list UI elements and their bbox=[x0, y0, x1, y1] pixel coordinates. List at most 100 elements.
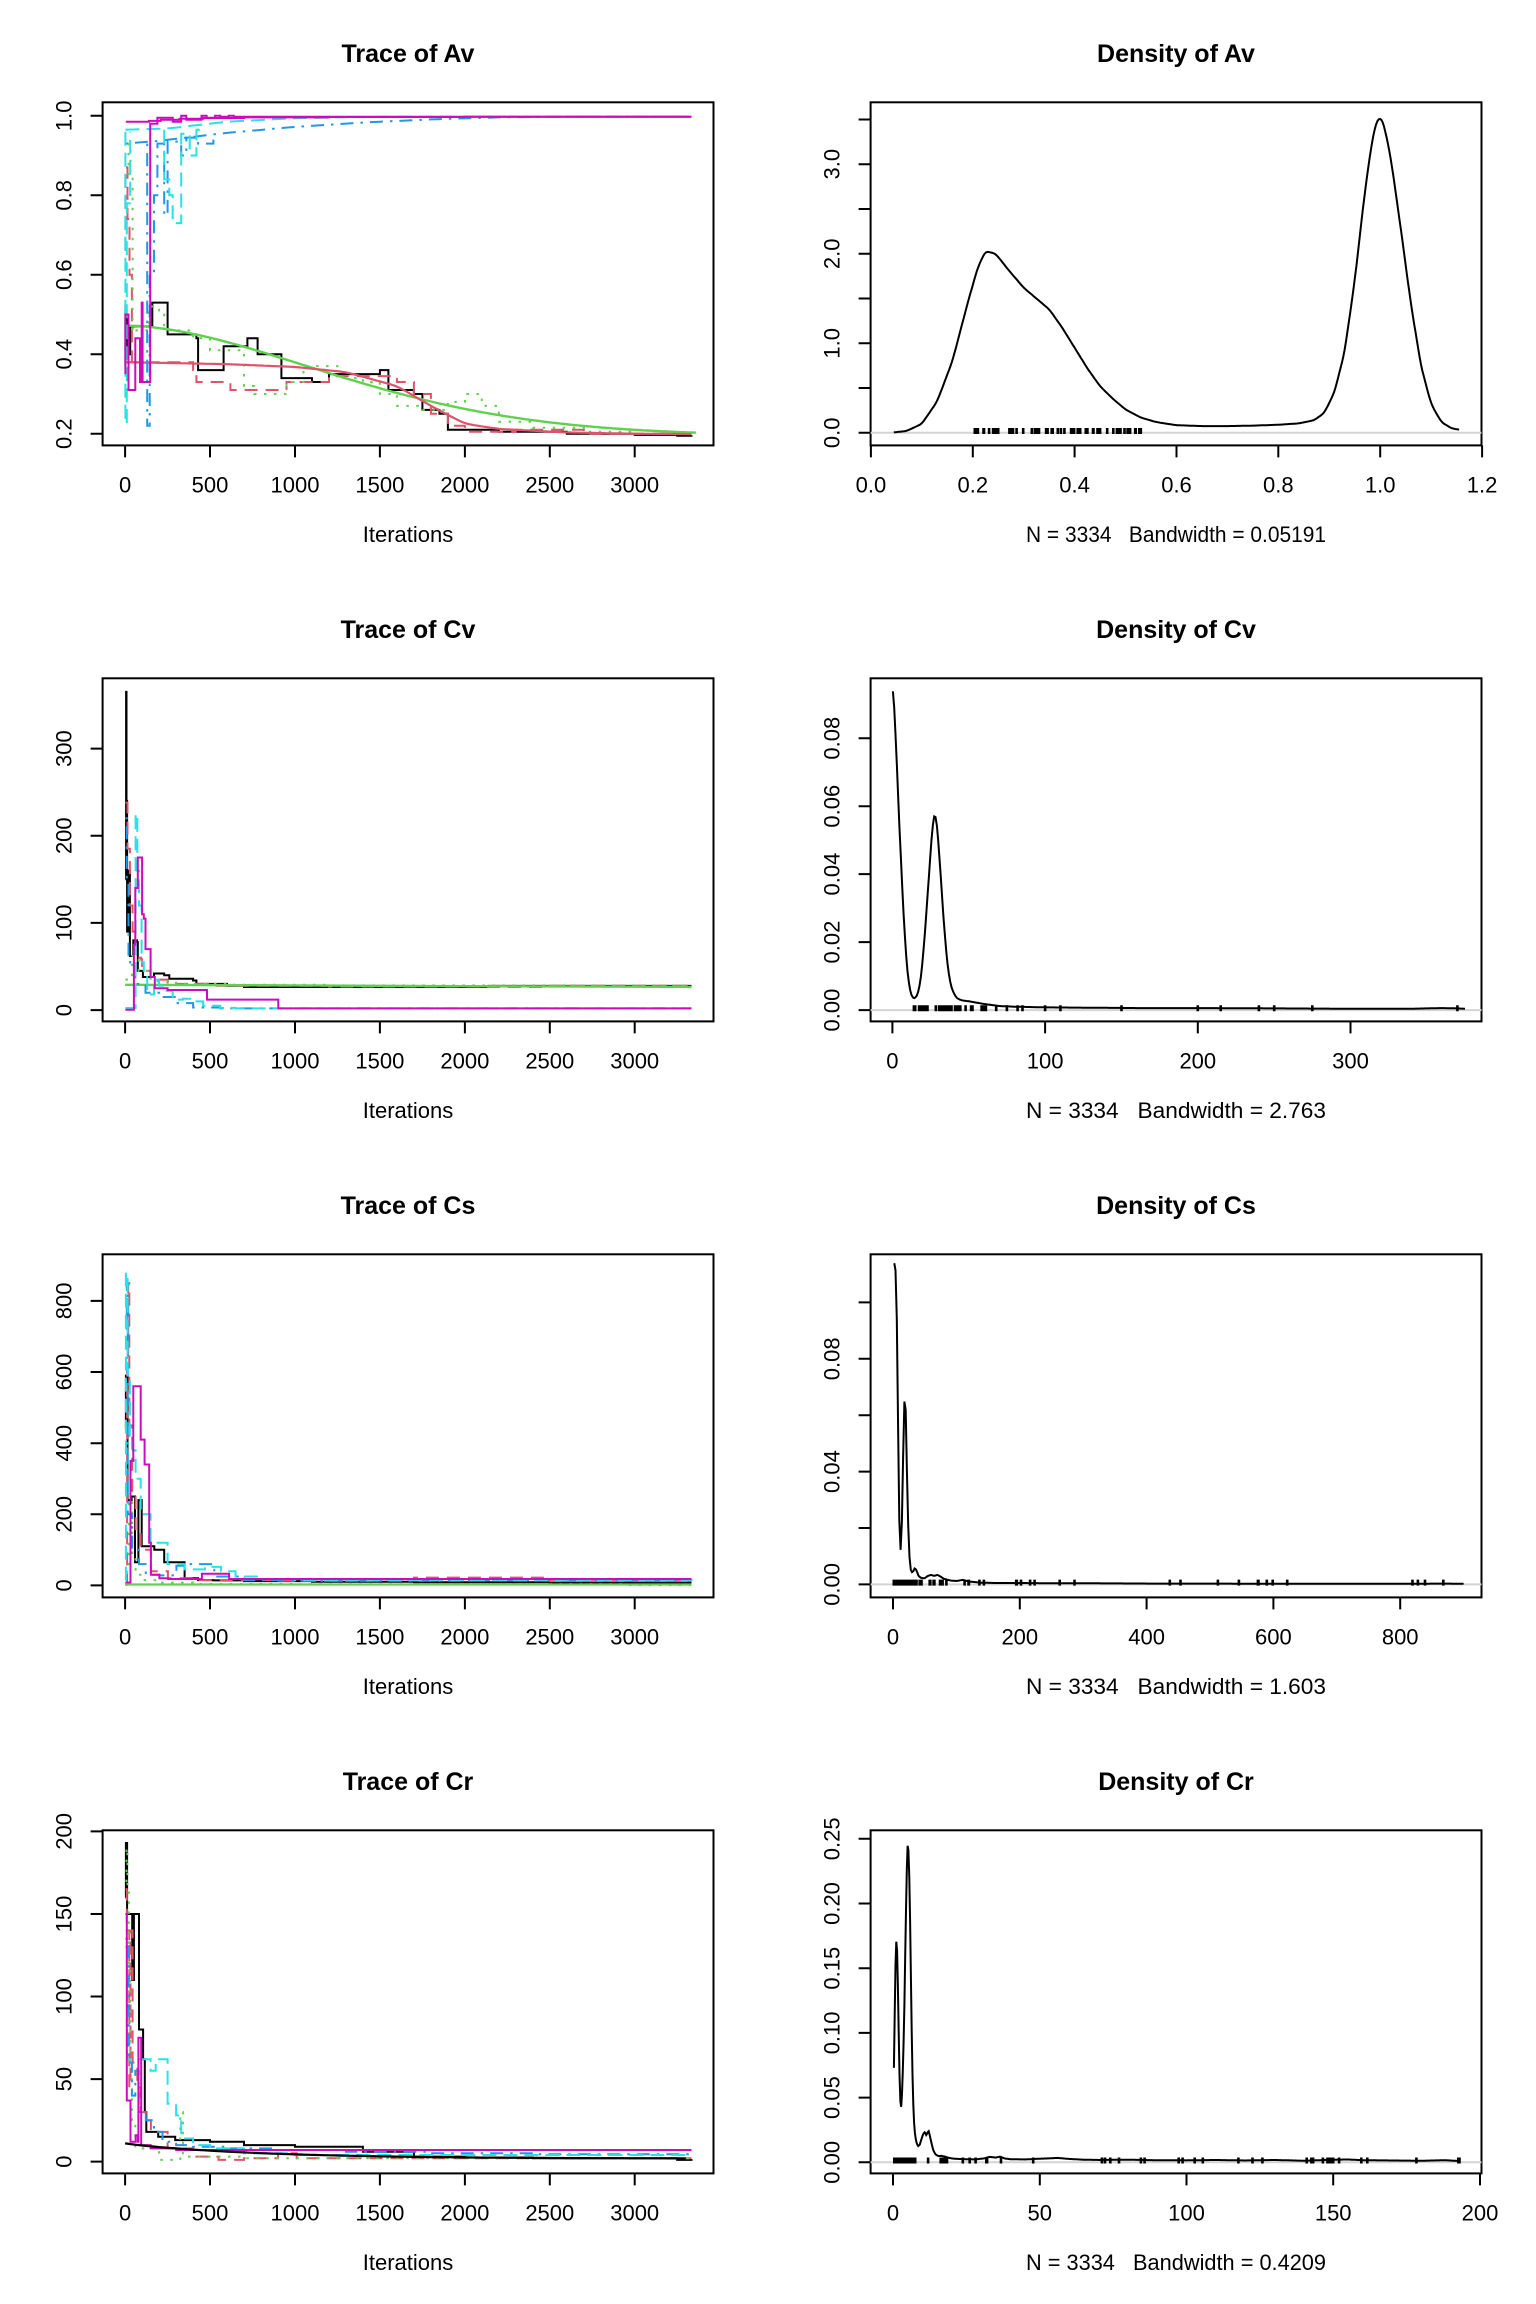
svg-text:Iterations: Iterations bbox=[363, 1098, 454, 1123]
svg-text:0.6: 0.6 bbox=[52, 259, 77, 290]
svg-text:0.10: 0.10 bbox=[820, 2011, 845, 2054]
svg-text:0.4: 0.4 bbox=[1059, 473, 1090, 498]
svg-text:600: 600 bbox=[52, 1354, 77, 1391]
svg-text:200: 200 bbox=[52, 1496, 77, 1533]
svg-text:1.0: 1.0 bbox=[820, 328, 845, 359]
svg-text:500: 500 bbox=[192, 1625, 229, 1650]
svg-text:N = 3334 Bandwidth = 0.05191: N = 3334 Bandwidth = 0.05191 bbox=[1026, 522, 1326, 547]
svg-text:100: 100 bbox=[52, 1978, 77, 2015]
svg-text:50: 50 bbox=[1028, 2201, 1052, 2226]
svg-text:Trace of Cr: Trace of Cr bbox=[343, 1768, 474, 1796]
svg-text:0: 0 bbox=[119, 2201, 131, 2226]
svg-text:0.6: 0.6 bbox=[1161, 473, 1192, 498]
svg-text:3.0: 3.0 bbox=[820, 149, 845, 180]
svg-text:0.2: 0.2 bbox=[958, 473, 989, 498]
svg-text:0: 0 bbox=[52, 2155, 77, 2167]
svg-text:300: 300 bbox=[52, 730, 77, 767]
svg-text:100: 100 bbox=[1027, 1049, 1064, 1074]
svg-text:800: 800 bbox=[1382, 1625, 1419, 1650]
svg-text:0.20: 0.20 bbox=[820, 1882, 845, 1925]
svg-text:2000: 2000 bbox=[440, 2201, 489, 2226]
svg-text:Iterations: Iterations bbox=[363, 1674, 454, 1699]
svg-text:0.04: 0.04 bbox=[820, 853, 845, 896]
svg-text:N = 3334 Bandwidth = 1.603: N = 3334 Bandwidth = 1.603 bbox=[1026, 1674, 1326, 1699]
svg-text:Trace of Cv: Trace of Cv bbox=[341, 616, 476, 644]
svg-text:0.02: 0.02 bbox=[820, 921, 845, 964]
svg-text:3000: 3000 bbox=[610, 1049, 659, 1074]
svg-text:0: 0 bbox=[52, 1004, 77, 1016]
svg-text:3000: 3000 bbox=[610, 1625, 659, 1650]
svg-text:50: 50 bbox=[52, 2067, 77, 2091]
svg-text:0: 0 bbox=[887, 1625, 899, 1650]
svg-text:3000: 3000 bbox=[610, 473, 659, 498]
svg-text:1500: 1500 bbox=[355, 1049, 404, 1074]
svg-text:Density of Cs: Density of Cs bbox=[1096, 1192, 1256, 1220]
svg-text:Density of Cv: Density of Cv bbox=[1096, 616, 1256, 644]
svg-text:0.04: 0.04 bbox=[820, 1450, 845, 1493]
svg-text:1000: 1000 bbox=[271, 473, 320, 498]
svg-text:0.0: 0.0 bbox=[820, 418, 845, 449]
svg-text:2500: 2500 bbox=[525, 1625, 574, 1650]
svg-text:600: 600 bbox=[1255, 1625, 1292, 1650]
svg-text:1.0: 1.0 bbox=[52, 101, 77, 132]
svg-text:0: 0 bbox=[119, 1625, 131, 1650]
svg-text:Iterations: Iterations bbox=[363, 522, 454, 547]
svg-text:200: 200 bbox=[52, 1813, 77, 1850]
svg-text:0.06: 0.06 bbox=[820, 785, 845, 828]
svg-text:Trace of Cs: Trace of Cs bbox=[341, 1192, 476, 1220]
svg-text:300: 300 bbox=[1332, 1049, 1369, 1074]
svg-text:0: 0 bbox=[119, 473, 131, 498]
svg-text:400: 400 bbox=[52, 1425, 77, 1462]
svg-text:2000: 2000 bbox=[440, 1625, 489, 1650]
svg-text:0.2: 0.2 bbox=[52, 418, 77, 449]
svg-text:150: 150 bbox=[1315, 2201, 1352, 2226]
svg-text:0: 0 bbox=[119, 1049, 131, 1074]
svg-text:200: 200 bbox=[1462, 2201, 1499, 2226]
svg-text:N = 3334 Bandwidth = 0.4209: N = 3334 Bandwidth = 0.4209 bbox=[1026, 2250, 1326, 2275]
svg-text:0.00: 0.00 bbox=[820, 1563, 845, 1606]
svg-text:0: 0 bbox=[886, 1049, 898, 1074]
svg-text:200: 200 bbox=[52, 817, 77, 854]
svg-text:Density of Av: Density of Av bbox=[1097, 40, 1255, 68]
svg-text:Iterations: Iterations bbox=[363, 2250, 454, 2275]
svg-text:1000: 1000 bbox=[271, 2201, 320, 2226]
svg-text:Density of Cr: Density of Cr bbox=[1098, 1768, 1254, 1796]
svg-text:0.4: 0.4 bbox=[52, 339, 77, 370]
svg-text:0.8: 0.8 bbox=[1263, 473, 1294, 498]
svg-text:2000: 2000 bbox=[440, 1049, 489, 1074]
svg-text:1500: 1500 bbox=[355, 1625, 404, 1650]
svg-text:2500: 2500 bbox=[525, 473, 574, 498]
svg-text:1.2: 1.2 bbox=[1467, 473, 1498, 498]
svg-text:0.8: 0.8 bbox=[52, 180, 77, 211]
svg-text:2.0: 2.0 bbox=[820, 239, 845, 270]
svg-text:2500: 2500 bbox=[525, 2201, 574, 2226]
svg-text:2500: 2500 bbox=[525, 1049, 574, 1074]
svg-text:0.00: 0.00 bbox=[820, 2141, 845, 2184]
svg-text:3000: 3000 bbox=[610, 2201, 659, 2226]
svg-text:0.08: 0.08 bbox=[820, 717, 845, 760]
svg-text:1500: 1500 bbox=[355, 2201, 404, 2226]
svg-text:0.25: 0.25 bbox=[820, 1817, 845, 1860]
svg-text:0.0: 0.0 bbox=[856, 473, 887, 498]
svg-text:2000: 2000 bbox=[440, 473, 489, 498]
svg-text:500: 500 bbox=[192, 2201, 229, 2226]
svg-text:400: 400 bbox=[1128, 1625, 1165, 1650]
svg-text:500: 500 bbox=[192, 473, 229, 498]
svg-text:0.15: 0.15 bbox=[820, 1947, 845, 1990]
svg-text:N = 3334 Bandwidth = 2.763: N = 3334 Bandwidth = 2.763 bbox=[1026, 1098, 1326, 1123]
svg-text:500: 500 bbox=[192, 1049, 229, 1074]
svg-text:1.0: 1.0 bbox=[1365, 473, 1396, 498]
svg-text:100: 100 bbox=[1168, 2201, 1205, 2226]
svg-text:0.08: 0.08 bbox=[820, 1337, 845, 1380]
svg-text:Trace of Av: Trace of Av bbox=[342, 40, 475, 68]
svg-text:1500: 1500 bbox=[355, 473, 404, 498]
svg-text:100: 100 bbox=[52, 905, 77, 942]
svg-text:1000: 1000 bbox=[271, 1625, 320, 1650]
svg-text:150: 150 bbox=[52, 1896, 77, 1933]
svg-text:0: 0 bbox=[52, 1579, 77, 1591]
svg-text:0.05: 0.05 bbox=[820, 2076, 845, 2119]
svg-text:0: 0 bbox=[887, 2201, 899, 2226]
svg-text:200: 200 bbox=[1001, 1625, 1038, 1650]
svg-text:800: 800 bbox=[52, 1283, 77, 1320]
svg-text:0.00: 0.00 bbox=[820, 989, 845, 1032]
